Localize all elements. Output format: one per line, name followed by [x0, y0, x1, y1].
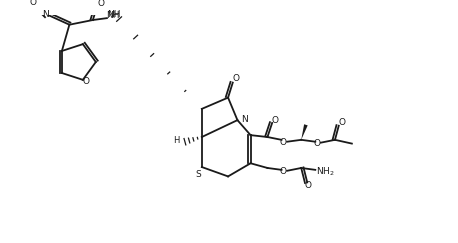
Text: O: O: [314, 139, 321, 148]
Text: O: O: [280, 167, 287, 176]
Text: NH: NH: [106, 11, 119, 20]
Text: NH$_2$: NH$_2$: [316, 165, 335, 178]
Text: O: O: [280, 138, 287, 147]
Text: N: N: [240, 115, 247, 124]
Text: H: H: [173, 136, 179, 145]
Text: S: S: [195, 170, 201, 179]
Text: O: O: [338, 118, 345, 127]
Text: O: O: [98, 0, 105, 8]
Text: O: O: [272, 116, 278, 125]
Text: O: O: [29, 0, 36, 7]
Polygon shape: [301, 124, 308, 140]
Text: O: O: [82, 77, 89, 86]
Text: O: O: [232, 74, 239, 83]
Text: N: N: [42, 10, 49, 19]
Text: O: O: [304, 181, 311, 190]
Text: NH: NH: [107, 10, 120, 19]
